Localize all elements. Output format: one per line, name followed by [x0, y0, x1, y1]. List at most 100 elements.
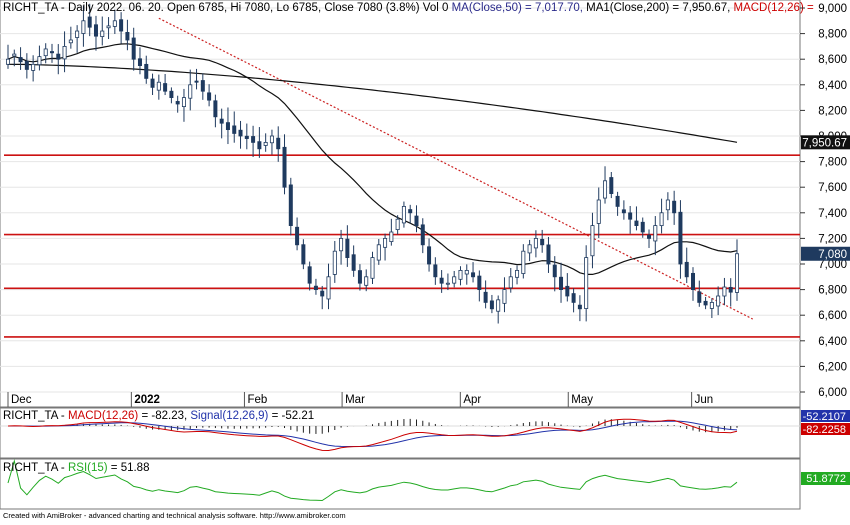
macd-label: MACD(12,26): [68, 410, 138, 422]
candle-body: [307, 266, 312, 284]
y-tick-label: 8,600: [818, 54, 847, 66]
moving-averages: [7, 43, 738, 275]
y-tick-label: 6,000: [818, 387, 847, 399]
candle-body: [559, 276, 564, 290]
candle-body: [540, 238, 545, 246]
price-pane-header: RICHT_TA - Daily 2022. 06. 20. Open 6785…: [3, 2, 814, 14]
ma50-line: [7, 43, 738, 275]
candle-body: [244, 135, 249, 139]
candle-body: [345, 238, 350, 259]
candle-body: [546, 244, 551, 265]
candle-body: [62, 46, 67, 60]
candle-body: [577, 304, 582, 310]
candle-body: [282, 146, 287, 188]
rsi-badges: 51.8772: [801, 472, 850, 485]
footer-credit: Created with AmiBroker - advanced charti…: [3, 511, 346, 520]
y-tick-label: 7,000: [818, 259, 847, 271]
candle-body: [24, 60, 29, 70]
candle-body: [351, 254, 356, 271]
y-tick-label: 7,600: [818, 182, 847, 194]
x-tick-label: Dec: [11, 394, 32, 406]
candle-body: [12, 53, 17, 57]
candle-body: [621, 209, 626, 214]
price-y-axis: 9,0008,8008,6008,4008,2008,0007,8007,600…: [800, 3, 847, 399]
candle-body: [691, 272, 696, 290]
header-macd: MACD(12,26) =: [733, 2, 813, 14]
candle-body: [18, 57, 23, 63]
candle-body: [251, 136, 256, 143]
candle-body: [395, 218, 400, 231]
candle-body: [131, 37, 136, 60]
candle-body: [144, 63, 149, 79]
candle-body: [87, 16, 92, 28]
rsi-badge-bg: [801, 472, 850, 485]
candle-body: [357, 270, 362, 284]
candle-body: [659, 212, 664, 227]
candle-body: [458, 269, 463, 280]
candle-body: [75, 30, 80, 38]
candle-body: [565, 285, 570, 297]
candle-body: [464, 269, 469, 275]
candle-body: [93, 24, 98, 37]
candle-body: [596, 199, 601, 224]
price-badge: 7,080: [818, 249, 847, 261]
candle-body: [200, 80, 205, 92]
candle-body: [112, 20, 117, 27]
candle-body: [238, 129, 243, 137]
candle-body: [420, 224, 425, 246]
x-tick-label: May: [571, 394, 593, 406]
candle-body: [653, 225, 658, 242]
candle-body: [6, 58, 11, 65]
candle-body: [471, 272, 476, 278]
candle-body: [31, 63, 36, 71]
candle-body: [678, 211, 683, 265]
candle-body: [533, 237, 538, 249]
candle-body: [477, 275, 482, 291]
y-tick-label: 8,200: [818, 105, 847, 117]
macd-line: [7, 418, 738, 452]
candle-body: [125, 32, 130, 41]
candle-body: [288, 184, 293, 227]
horizontal-levels: [4, 154, 800, 338]
x-tick-label: Jun: [695, 394, 714, 406]
macd-badges: -52.2107 -82.2258: [801, 410, 850, 436]
time-x-axis: Dec 2022 Feb Mar Apr May Jun: [7, 392, 714, 407]
candle-body: [100, 30, 105, 38]
x-tick-label: Apr: [463, 394, 481, 406]
candle-body: [81, 20, 86, 34]
candle-body: [194, 80, 199, 83]
candle-body: [389, 231, 394, 243]
rsi-pane-frame: [0, 458, 801, 510]
candle-body: [502, 289, 507, 304]
macd-pane[interactable]: RICHT_TA - MACD(12,26) = -82.23, Signal(…: [0, 407, 801, 459]
candle-body: [269, 135, 274, 144]
rsi-pane[interactable]: RICHT_TA - RSI(15) = 51.88: [0, 458, 801, 510]
candle-body: [320, 290, 325, 297]
candle-body: [427, 246, 432, 265]
candle-body: [445, 282, 450, 285]
candle-body: [640, 221, 645, 233]
candle-body: [603, 180, 608, 199]
x-tick-label: Feb: [247, 394, 267, 406]
signal-badge: -52.2107: [803, 411, 846, 423]
y-tick-label: 6,200: [818, 361, 847, 373]
candle-body: [181, 97, 186, 107]
candle-body: [571, 293, 576, 303]
candle-body: [213, 100, 218, 118]
rsi-header: RICHT_TA - RSI(15) = 51.88: [3, 462, 149, 474]
rsi-line: [7, 459, 738, 502]
candle-body: [295, 226, 300, 246]
price-pane[interactable]: RICHT_TA - Daily 2022. 06. 20. Open 6785…: [0, 0, 814, 408]
candle-body: [672, 200, 677, 214]
macd-value: = -82.23,: [138, 410, 190, 422]
candle-body: [364, 276, 369, 286]
trendline: [158, 17, 753, 320]
candle-body: [219, 118, 224, 124]
candle-body: [716, 295, 721, 307]
macd-header: RICHT_TA - MACD(12,26) = -82.23, Signal(…: [3, 410, 314, 422]
candle-body: [408, 209, 413, 214]
candle-body: [383, 237, 388, 248]
y-tick-label: 7,800: [818, 157, 847, 169]
candle-body: [332, 250, 337, 275]
candle-body: [150, 78, 155, 88]
